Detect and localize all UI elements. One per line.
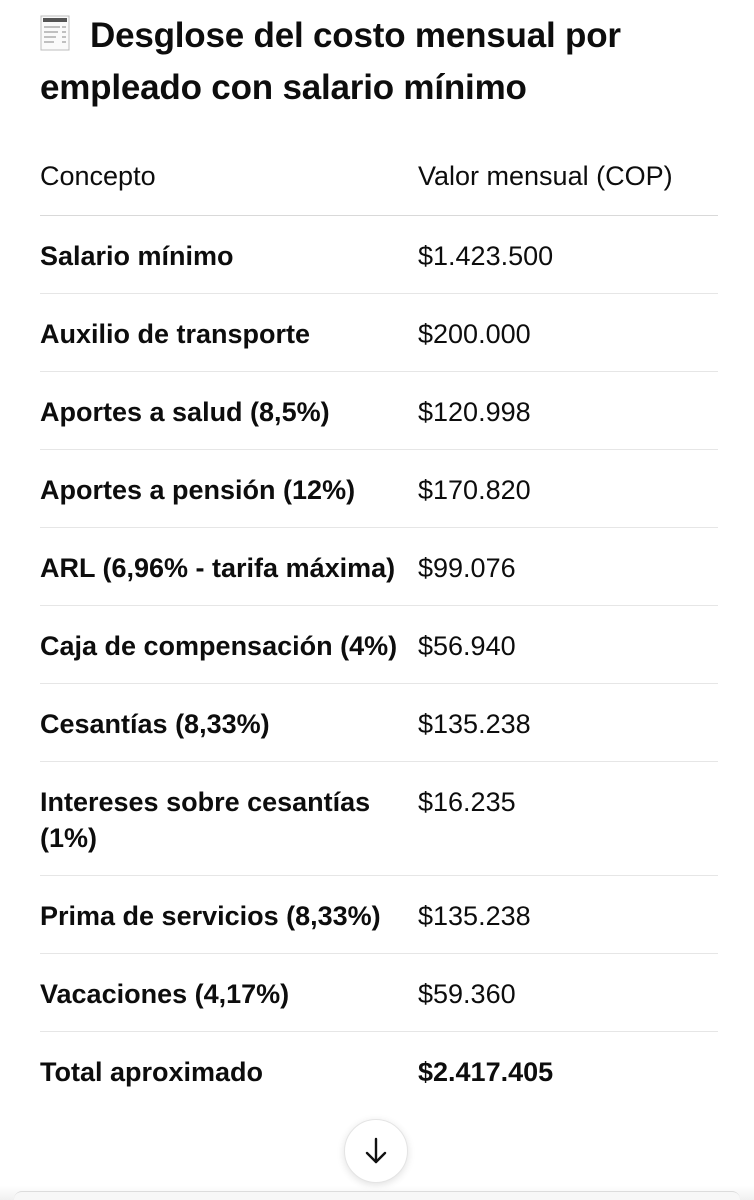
column-header-value: Valor mensual (COP)	[418, 138, 718, 216]
composer-edge	[14, 1191, 740, 1200]
table-row: Caja de compensación (4%) $56.940	[40, 605, 718, 684]
cost-table: Concepto Valor mensual (COP) Salario mín…	[40, 138, 718, 1109]
page-title-text: Desglose del costo mensual por empleado …	[40, 16, 621, 107]
row-concept: Aportes a salud (8,5%)	[40, 371, 418, 450]
table-row: Prima de servicios (8,33%) $135.238	[40, 875, 718, 954]
table-row: Aportes a pensión (12%) $170.820	[40, 449, 718, 528]
row-concept: Cesantías (8,33%)	[40, 683, 418, 762]
table-row: Vacaciones (4,17%) $59.360	[40, 953, 718, 1032]
row-concept: Intereses sobre cesantías (1%)	[40, 761, 418, 876]
row-concept: Caja de compensación (4%)	[40, 605, 418, 684]
scroll-to-bottom-button[interactable]	[344, 1119, 408, 1183]
row-value: $56.940	[418, 605, 718, 684]
row-concept: Salario mínimo	[40, 215, 418, 294]
total-row: Total aproximado $2.417.405	[40, 1032, 718, 1110]
row-value: $59.360	[418, 953, 718, 1032]
row-value: $16.235	[418, 761, 718, 876]
table-header-row: Concepto Valor mensual (COP)	[40, 138, 718, 216]
table-row: Auxilio de transporte $200.000	[40, 293, 718, 372]
table-row: Salario mínimo $1.423.500	[40, 215, 718, 294]
row-concept: Vacaciones (4,17%)	[40, 953, 418, 1032]
table-row: Aportes a salud (8,5%) $120.998	[40, 371, 718, 450]
table-row: Cesantías (8,33%) $135.238	[40, 683, 718, 762]
page-title: Desglose del costo mensual por empleado …	[40, 10, 720, 114]
row-value: $120.998	[418, 371, 718, 450]
table-row: ARL (6,96% - tarifa máxima) $99.076	[40, 527, 718, 606]
row-concept: Aportes a pensión (12%)	[40, 449, 418, 528]
table-row: Intereses sobre cesantías (1%) $16.235	[40, 761, 718, 876]
column-header-concept: Concepto	[40, 138, 418, 216]
row-concept: Auxilio de transporte	[40, 293, 418, 372]
receipt-icon	[40, 15, 70, 51]
row-value: $170.820	[418, 449, 718, 528]
row-value: $200.000	[418, 293, 718, 372]
row-value: $99.076	[418, 527, 718, 606]
total-concept: Total aproximado	[40, 1057, 264, 1087]
row-concept: Prima de servicios (8,33%)	[40, 875, 418, 954]
row-concept: ARL (6,96% - tarifa máxima)	[40, 527, 418, 606]
row-value: $1.423.500	[418, 215, 718, 294]
row-value: $135.238	[418, 683, 718, 762]
arrow-down-icon	[365, 1137, 387, 1164]
row-value: $135.238	[418, 875, 718, 954]
total-value: $2.417.405	[418, 1057, 554, 1087]
